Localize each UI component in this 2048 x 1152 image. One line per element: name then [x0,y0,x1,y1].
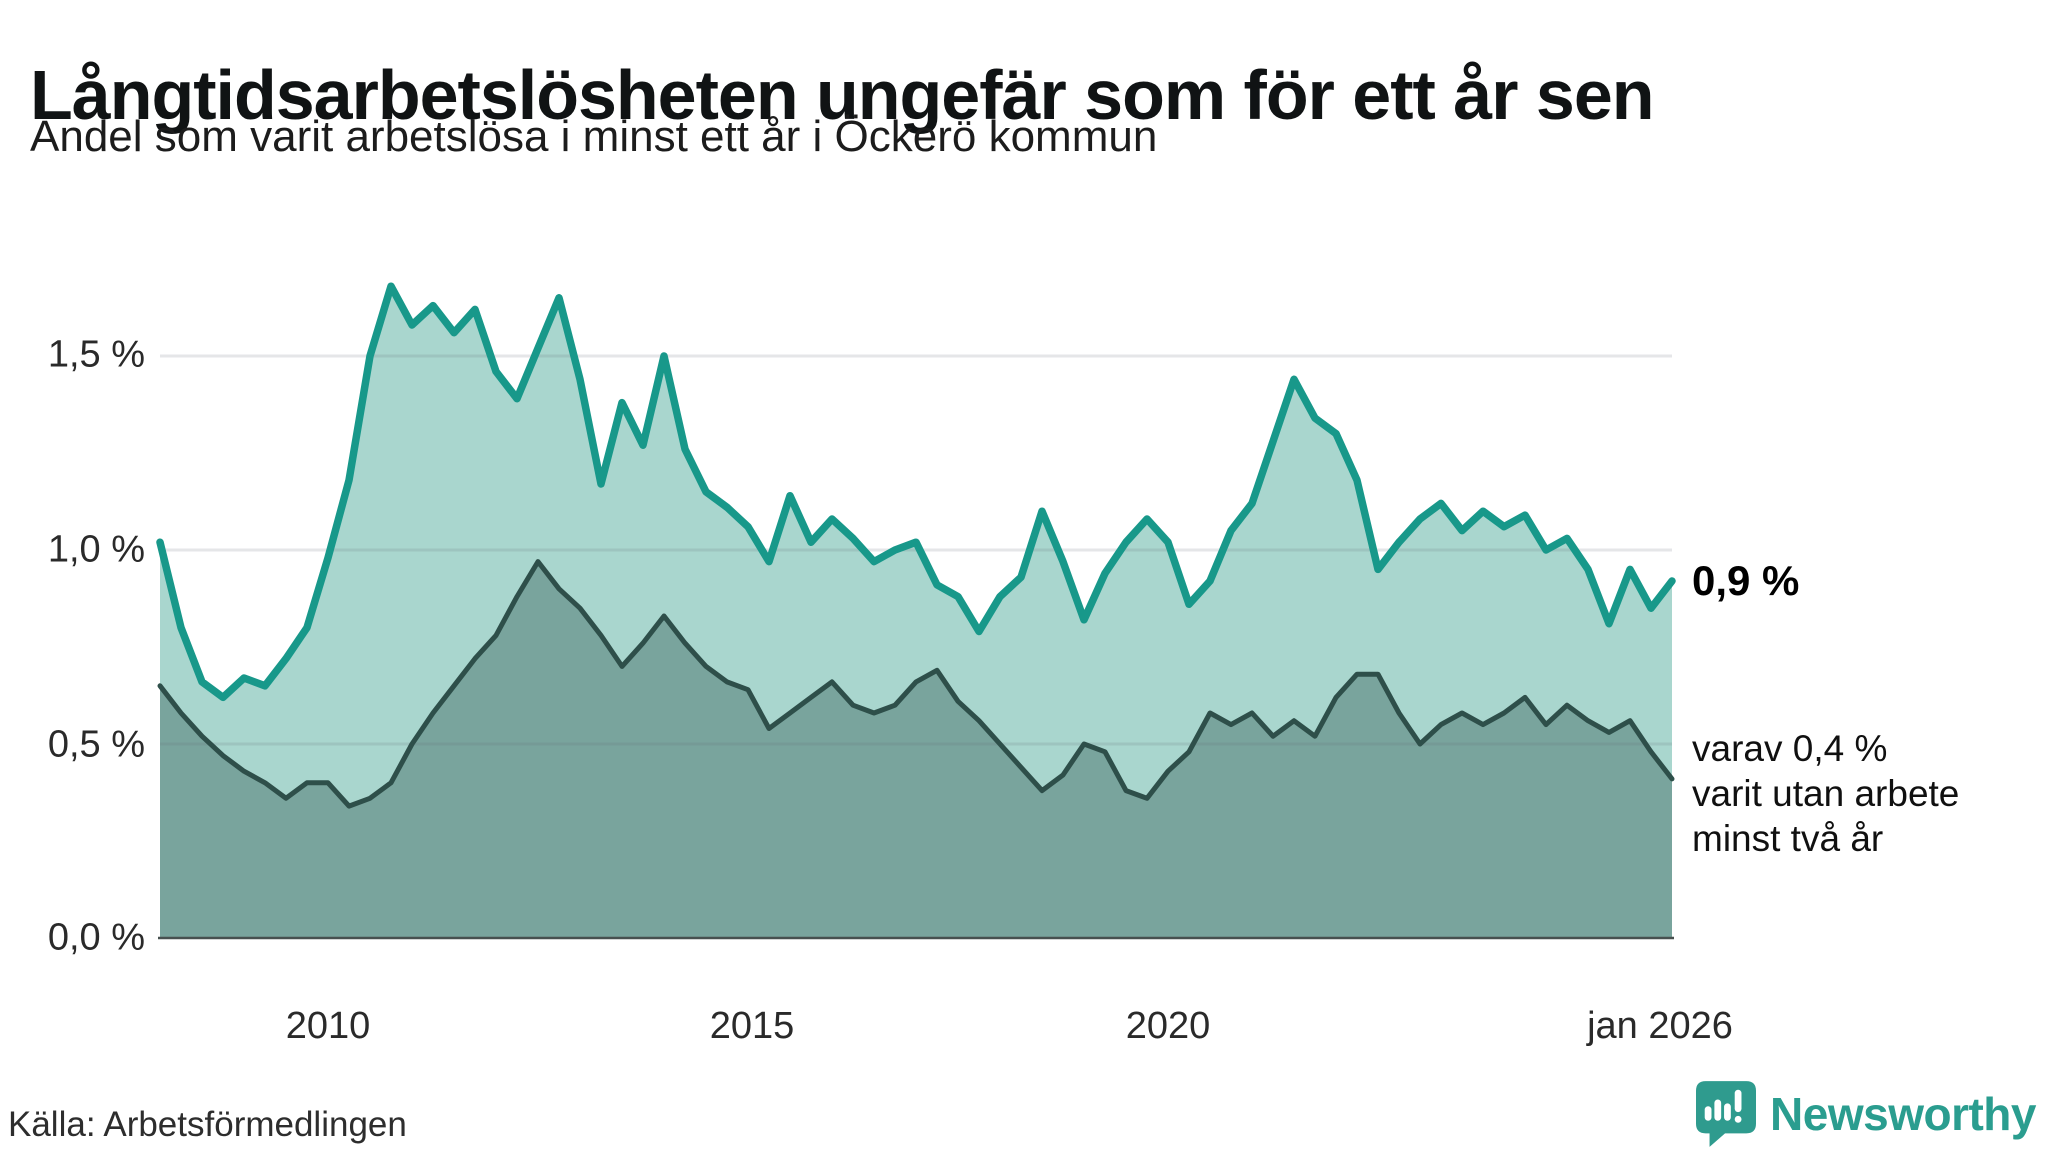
y-axis-tick-1-0: 1,0 % [47,528,145,571]
x-axis-tick-2020: 2020 [1125,1005,1211,1047]
secondary-series-annotation: varav 0,4 % varit utan arbete minst två … [1692,726,1959,861]
line-unemployed-2yr [157,559,1675,809]
y-axis-tick-0-0: 0,0 % [47,916,145,959]
area-fill-unemployed-2yr [160,561,1672,938]
secondary-annotation-line-3: minst två år [1692,818,1884,859]
x-axis-tick-2015: 2015 [709,1005,795,1047]
y-axis-tick-0-5: 0,5 % [47,723,145,766]
latest-value-label: 0,9 % [1692,557,1800,604]
secondary-annotation-line-1: varav 0,4 % [1692,728,1888,769]
line-unemployed-1yr [156,282,1676,702]
newsworthy-brand: Newsworthy [1696,1081,2036,1147]
secondary-annotation-line-2: varit utan arbete [1692,773,1960,814]
source-note: Källa: Arbetsförmedlingen [8,1105,407,1144]
x-axis-tick-jan-2026: jan 2026 [1587,1005,1733,1047]
newsworthy-chart-bubble-icon [1696,1081,1757,1147]
x-axis-tick-2010: 2010 [285,1005,371,1047]
chart-subtitle: Andel som varit arbetslösa i minst ett å… [30,112,1158,161]
page-title: Långtidsarbetslösheten ungefär som för e… [30,55,1655,134]
newsworthy-wordmark: Newsworthy [1770,1088,2036,1140]
y-axis-tick-1-5: 1,5 % [47,333,145,376]
